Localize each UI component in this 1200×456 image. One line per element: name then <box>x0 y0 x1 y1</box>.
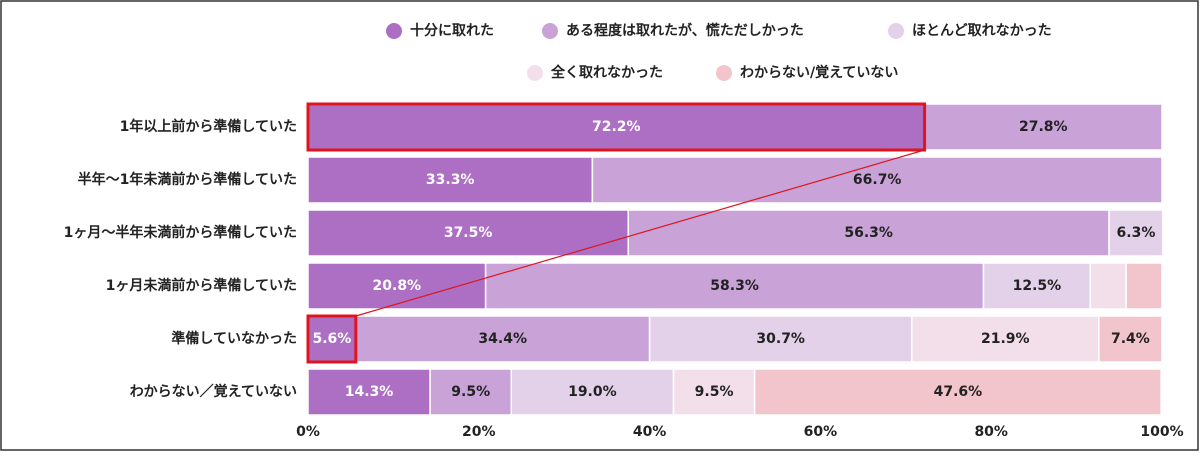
category-label: 準備していなかった <box>171 330 297 347</box>
legend-label: ある程度は取れたが、慌ただしかった <box>566 22 804 39</box>
category-label: 半年〜1年未満前から準備していた <box>78 171 297 188</box>
bar-segment <box>307 103 926 151</box>
legend-swatch <box>888 23 904 39</box>
bar-segment <box>484 262 985 310</box>
category-label: 1ヶ月未満前から準備していた <box>106 277 297 294</box>
value-label: 12.5% <box>1013 278 1062 294</box>
bar-segment <box>627 209 1110 257</box>
value-label: 37.5% <box>444 225 493 241</box>
bar-segment <box>429 368 513 416</box>
value-label: 9.5% <box>695 384 734 400</box>
value-label: 21.9% <box>981 331 1030 347</box>
value-label: 20.8% <box>373 278 422 294</box>
bar-segment <box>1108 209 1164 257</box>
legend-swatch <box>386 23 402 39</box>
bar-segment <box>355 315 651 363</box>
bar-segment <box>672 368 756 416</box>
highlight-box <box>306 314 358 364</box>
x-tick-label: 60% <box>804 424 838 440</box>
legend-label: 十分に取れた <box>410 22 494 39</box>
bar-segment <box>753 368 1162 416</box>
value-label: 27.8% <box>1019 119 1068 135</box>
legend-label: ほとんど取れなかった <box>912 23 1052 39</box>
x-tick-label: 100% <box>1140 424 1183 440</box>
x-tick-label: 40% <box>633 424 667 440</box>
value-label: 58.3% <box>710 278 759 294</box>
value-label: 33.3% <box>426 172 475 188</box>
value-label: 9.5% <box>451 384 490 400</box>
legend-label: わからない/覚えていない <box>740 64 898 81</box>
value-label: 47.6% <box>934 384 983 400</box>
value-label: 34.4% <box>478 331 527 347</box>
value-label: 56.3% <box>844 225 893 241</box>
bar-segment <box>510 368 675 416</box>
value-label: 6.3% <box>1117 225 1156 241</box>
category-label: わからない／覚えていない <box>130 383 297 400</box>
bar-segment <box>1089 262 1127 310</box>
legend-swatch <box>716 65 732 81</box>
bar-segment <box>1125 262 1163 310</box>
legend-swatch <box>527 65 543 81</box>
value-label: 72.2% <box>592 119 641 135</box>
bar-segment <box>648 315 913 363</box>
bar-segment <box>1098 315 1163 363</box>
legend-swatch <box>542 23 558 39</box>
legend-label: 全く取れなかった <box>550 64 663 81</box>
x-tick-label: 20% <box>462 424 496 440</box>
bar-segment <box>307 368 431 416</box>
value-label: 66.7% <box>853 172 902 188</box>
bar-segment <box>307 315 357 363</box>
value-label: 14.3% <box>345 384 394 400</box>
category-label: 1年以上前から準備していた <box>120 118 297 135</box>
highlight-connector <box>355 149 925 317</box>
x-tick-label: 0% <box>296 424 320 440</box>
bar-segment <box>307 209 629 257</box>
bar-segment <box>591 156 1163 204</box>
x-tick-label: 80% <box>974 424 1008 440</box>
category-label: 1ヶ月〜半年未満前から準備していた <box>64 224 297 241</box>
bar-segment <box>307 262 487 310</box>
value-label: 5.6% <box>312 331 351 347</box>
highlight-box <box>306 102 927 152</box>
value-label: 7.4% <box>1111 331 1150 347</box>
value-label: 30.7% <box>756 331 805 347</box>
value-label: 19.0% <box>568 384 617 400</box>
bar-segment <box>923 103 1163 151</box>
